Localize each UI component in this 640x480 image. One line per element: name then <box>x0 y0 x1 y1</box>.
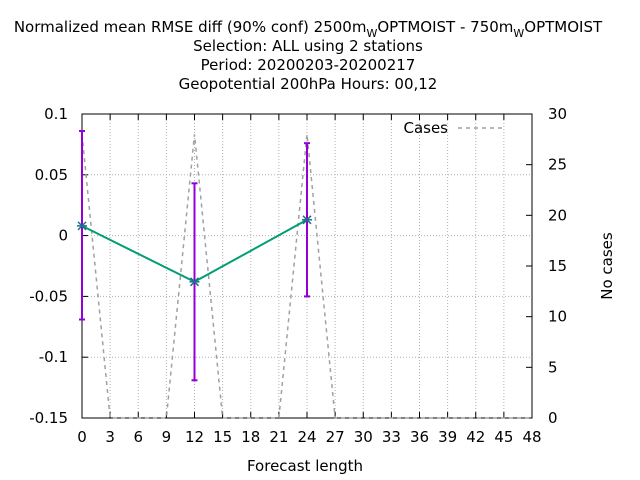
y-tick-label: 0.1 <box>44 105 68 123</box>
y2-tick-label: 30 <box>548 105 567 123</box>
legend-label: Cases <box>403 119 448 137</box>
title-text: Period: 20200203-20200217 <box>201 56 416 74</box>
title-subscript: W <box>366 27 377 40</box>
title-text: Geopotential 200hPa Hours: 00,12 <box>179 75 438 93</box>
x-axis-ticks: 0 3 6 9 12 15 18 21 24 27 30 33 36 39 42 45 48 <box>77 114 542 446</box>
title-line-2: Period: 20200203-20200217 <box>201 56 416 74</box>
y-tick-label: -0.15 <box>29 409 68 427</box>
y-tick-label: -0.05 <box>29 287 68 305</box>
y2-tick-label: 0 <box>548 409 558 427</box>
x-tick-label: 30 <box>354 428 373 446</box>
x-tick-label: 39 <box>438 428 457 446</box>
title-line-0: Normalized mean RMSE diff (90% conf) 250… <box>14 18 603 40</box>
x-tick-label: 45 <box>494 428 513 446</box>
y-tick-label: 0 <box>58 227 68 245</box>
y2-tick-label: 20 <box>548 206 567 224</box>
x-tick-label: 48 <box>522 428 541 446</box>
x-tick-label: 9 <box>162 428 172 446</box>
x-tick-label: 6 <box>133 428 143 446</box>
x-tick-label: 21 <box>269 428 288 446</box>
x-tick-label: 36 <box>410 428 429 446</box>
y2-tick-label: 10 <box>548 308 567 326</box>
data-point <box>189 277 200 287</box>
title-text: Normalized mean RMSE diff (90% conf) 250… <box>14 18 367 36</box>
x-tick-label: 15 <box>213 428 232 446</box>
title-text: Selection: ALL using 2 stations <box>193 37 423 55</box>
x-axis-label: Forecast length <box>247 457 363 475</box>
legend: Cases <box>403 119 506 137</box>
chart-title: Normalized mean RMSE diff (90% conf) 250… <box>14 18 603 93</box>
x-tick-label: 27 <box>326 428 345 446</box>
y-tick-label: -0.1 <box>39 348 68 366</box>
data-point <box>302 215 312 225</box>
x-tick-label: 3 <box>105 428 115 446</box>
y-axis-ticks: -0.15 -0.1 -0.05 0 0.05 0.1 <box>29 105 88 427</box>
y2-tick-label: 15 <box>548 257 567 275</box>
y2-axis-ticks: 0 5 10 15 20 25 30 <box>526 105 567 427</box>
x-tick-label: 12 <box>185 428 204 446</box>
x-tick-label: 42 <box>466 428 485 446</box>
title-text: OPTMOIST - 750m <box>377 18 513 36</box>
x-tick-label: 18 <box>241 428 260 446</box>
series <box>77 130 532 419</box>
x-tick-label: 33 <box>382 428 401 446</box>
title-line-1: Selection: ALL using 2 stations <box>193 37 423 55</box>
x-tick-label: 24 <box>297 428 316 446</box>
y-tick-label: 0.05 <box>35 166 68 184</box>
title-subscript: W <box>513 27 524 40</box>
title-text: OPTMOIST <box>524 18 603 36</box>
y2-tick-label: 5 <box>548 358 558 376</box>
x-tick-label: 0 <box>77 428 87 446</box>
y2-tick-label: 25 <box>548 156 567 174</box>
title-line-3: Geopotential 200hPa Hours: 00,12 <box>179 75 438 93</box>
y2-axis-label: No cases <box>598 232 616 300</box>
cases-line <box>81 134 532 419</box>
data-point <box>77 221 87 231</box>
